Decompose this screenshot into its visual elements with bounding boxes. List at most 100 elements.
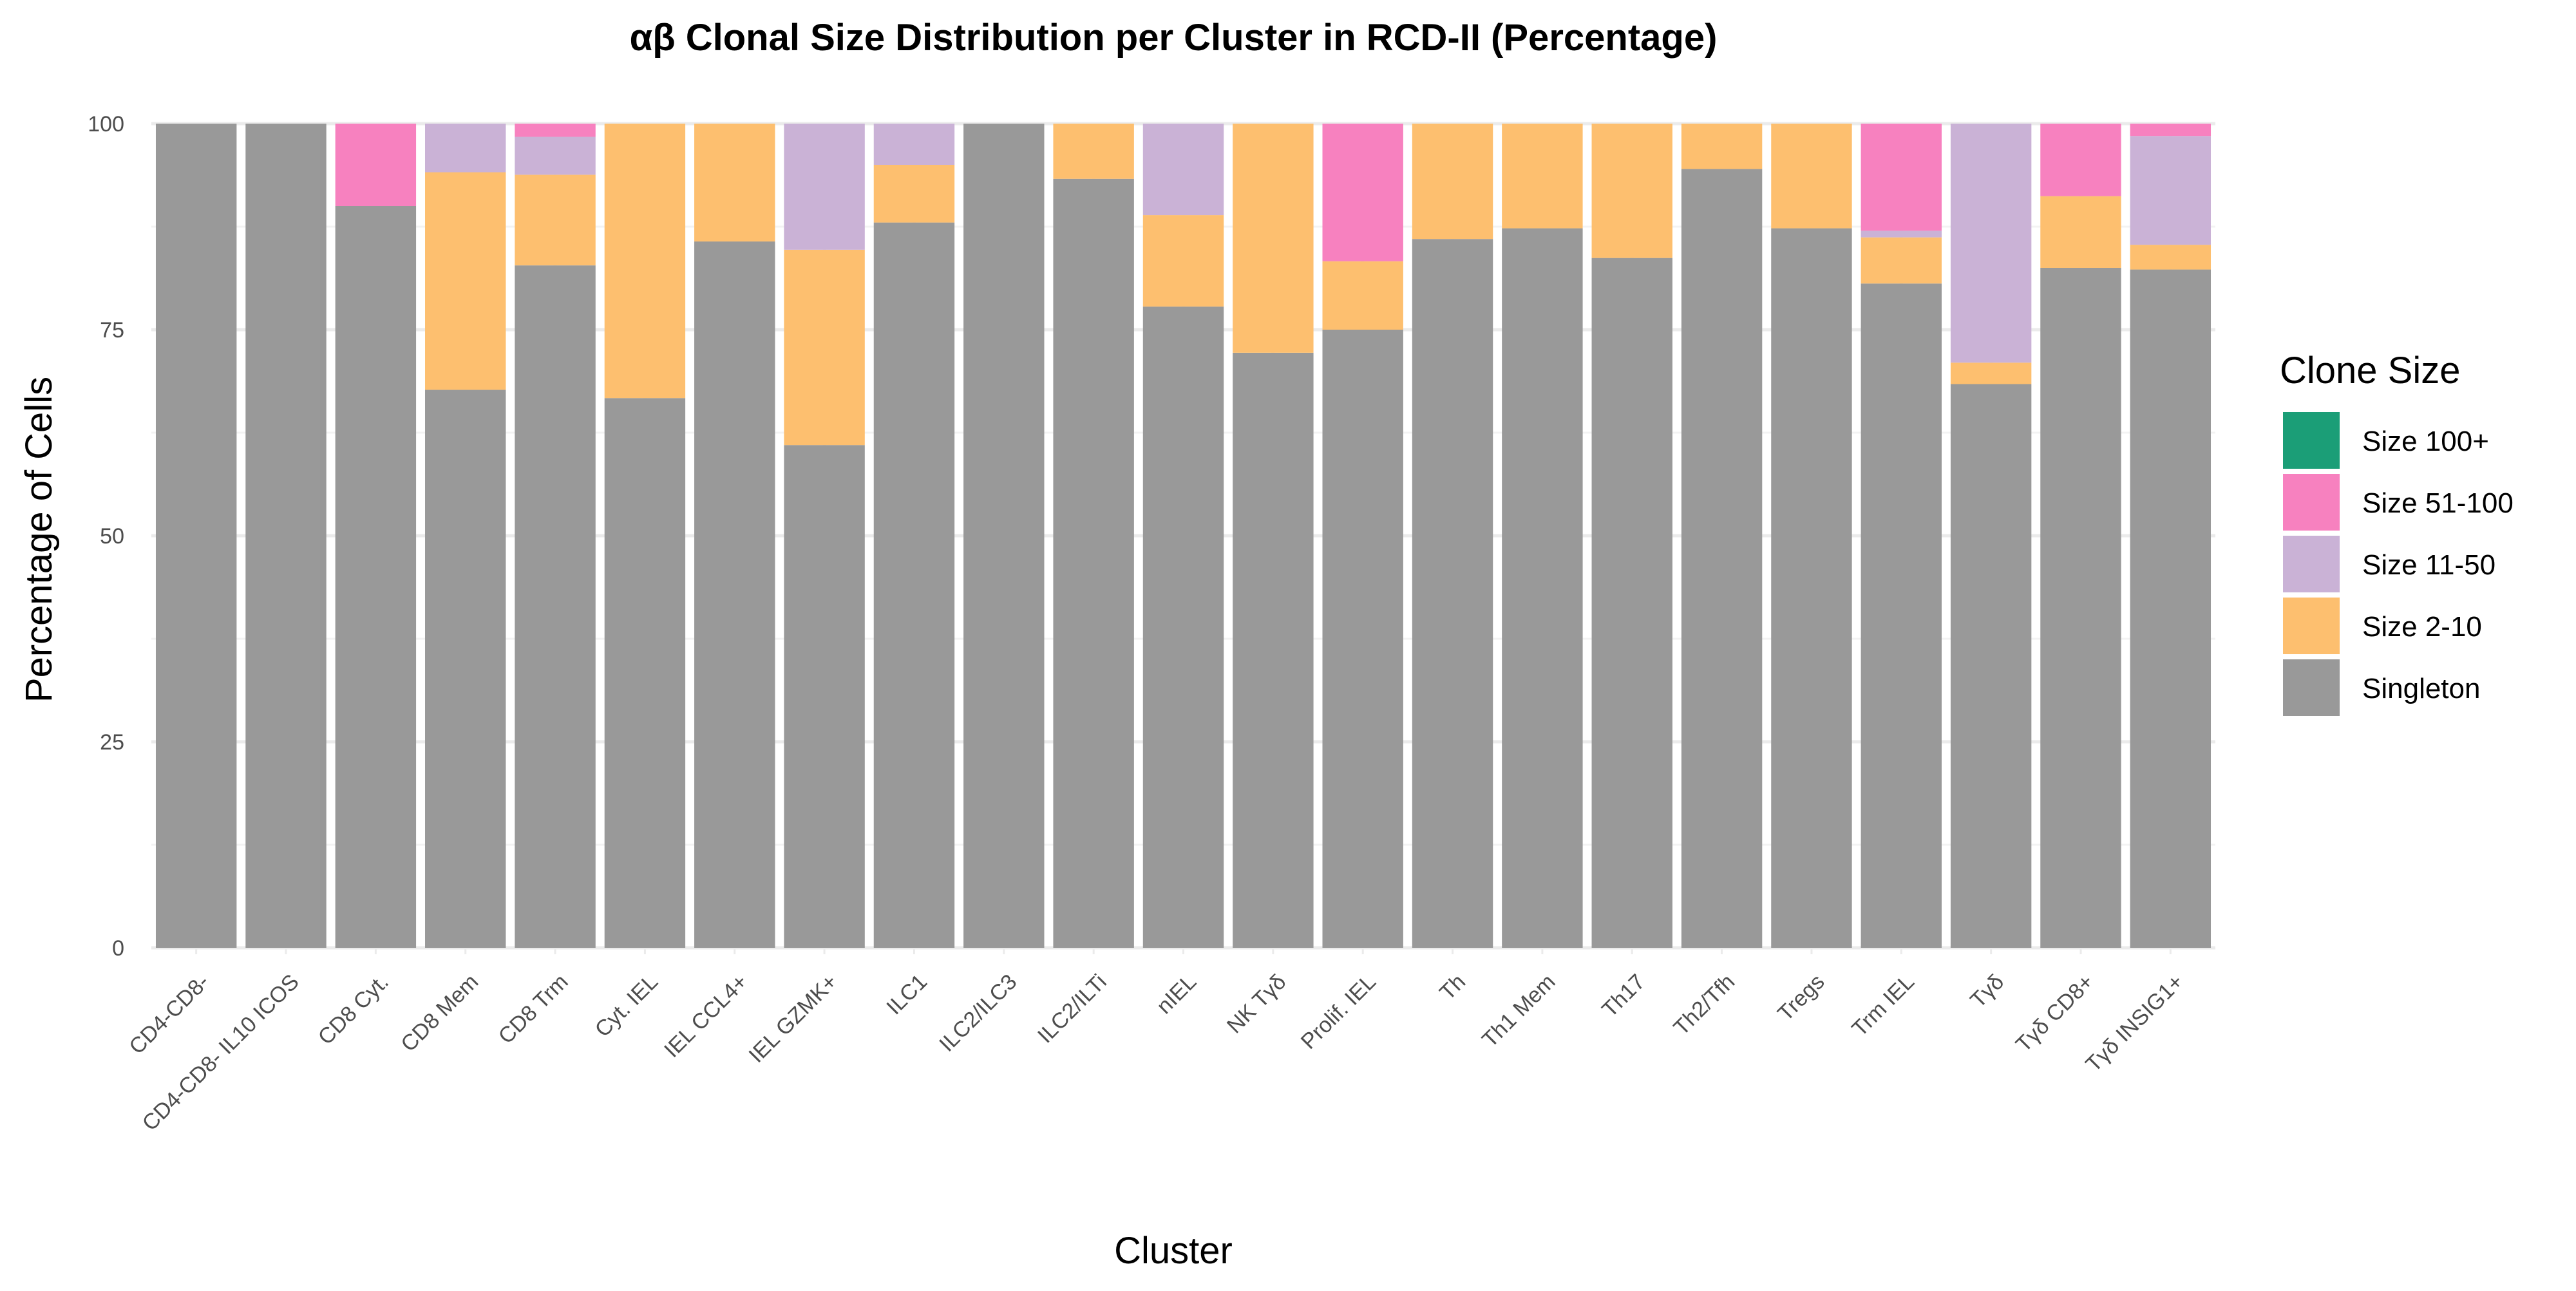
bar-segment-size-11-50: [873, 124, 955, 165]
x-tick-label: CD4-CD8- IL10 ICOS: [138, 970, 304, 1136]
bar-segment-singleton: [1142, 306, 1224, 948]
bar-segment-singleton: [784, 445, 865, 948]
y-tick-label: 75: [100, 318, 124, 343]
bar-segment-size-2-10: [1861, 237, 1942, 284]
x-tick-label: IEL CCL4+: [659, 970, 752, 1062]
bar-segment-singleton: [155, 124, 237, 948]
bar-segment-size-11-50: [1861, 231, 1942, 238]
x-tick-label: nIEL: [1152, 970, 1201, 1019]
x-tick-label: Cyt. IEL: [591, 970, 663, 1042]
bar-segment-size-11-50: [1950, 124, 2032, 363]
bar-segment-size-2-10: [784, 249, 865, 446]
x-tick-label: Th2/Tfh: [1669, 970, 1740, 1041]
x-tick-label: ILC2/ILTi: [1033, 970, 1112, 1048]
bar-segment-size-11-50: [425, 124, 506, 173]
bar-segment-size-2-10: [515, 174, 596, 266]
x-tick-label: ILC2/ILC3: [934, 970, 1021, 1057]
x-tick-label: Tγδ: [1965, 970, 2009, 1013]
bar-segment-size-11-50: [515, 137, 596, 175]
bar-segment-size-2-10: [1142, 215, 1224, 307]
x-axis-title: Cluster: [1114, 1230, 1233, 1272]
bars: [155, 124, 2211, 948]
y-axis-ticks: 0 25 50 75 100: [88, 112, 124, 961]
x-tick-label: Tregs: [1773, 970, 1829, 1026]
legend-items: Size 100+ Size 51-100 Size 11-50 Size 2-10 S…: [2283, 412, 2514, 716]
y-tick-label: 25: [100, 730, 124, 755]
bar-segment-singleton: [1950, 384, 2032, 948]
bar-segment-singleton: [1681, 169, 1763, 948]
x-tick-label: Prolif. IEL: [1296, 970, 1381, 1054]
legend-label: Size 11-50: [2362, 549, 2496, 581]
bar-segment-singleton: [1591, 258, 1672, 948]
bar-segment-size-2-10: [1950, 363, 2032, 384]
bar-segment-singleton: [2130, 269, 2211, 948]
bar-segment-size-51-100: [515, 124, 596, 137]
bar-segment-size-11-50: [2130, 136, 2211, 245]
bar-segment-singleton: [1771, 228, 1852, 948]
y-tick-label: 0: [112, 936, 124, 961]
bar-segment-singleton: [1412, 239, 1493, 948]
bar-segment-singleton: [963, 124, 1045, 948]
x-tick-label: CD8 Mem: [396, 970, 483, 1057]
bar-segment-size-11-50: [784, 124, 865, 250]
bar-segment-size-51-100: [1861, 124, 1942, 231]
bar-segment-size-2-10: [1322, 261, 1403, 330]
bar-segment-size-2-10: [873, 165, 955, 223]
legend-swatch: [2283, 598, 2340, 654]
bar-segment-singleton: [425, 390, 506, 948]
x-axis-ticks: CD4-CD8-CD4-CD8- IL10 ICOS CD8 Cyt. CD8 Me…: [124, 948, 2188, 1136]
bar-segment-singleton: [1861, 283, 1942, 948]
bar-segment-singleton: [1053, 178, 1134, 948]
bar-segment-size-51-100: [2040, 124, 2121, 196]
x-tick-label: Th17: [1597, 970, 1650, 1022]
x-tick-label: Th1 Mem: [1477, 970, 1560, 1052]
legend-swatch: [2283, 474, 2340, 531]
bar-segment-size-2-10: [425, 172, 506, 390]
bar-segment-size-2-10: [1681, 124, 1763, 169]
bar-segment-singleton: [1322, 330, 1403, 948]
legend: Clone Size Size 100+ Size 51-100 Size 11-5…: [2280, 350, 2514, 716]
bar-segment-singleton: [245, 124, 327, 948]
x-tick-label: CD4-CD8-: [124, 970, 214, 1059]
x-tick-label: Trm IEL: [1847, 970, 1918, 1041]
x-tick-label: ILC1: [882, 970, 932, 1020]
bar-segment-singleton: [604, 398, 686, 948]
bar-segment-singleton: [335, 206, 417, 948]
legend-label: Size 51-100: [2362, 487, 2514, 519]
y-tick-label: 50: [100, 524, 124, 549]
bar-segment-singleton: [1502, 228, 1583, 948]
bar-segment-size-2-10: [2040, 196, 2121, 268]
bar-segment-size-2-10: [1502, 124, 1583, 229]
bar-segment-singleton: [873, 222, 955, 948]
bar-segment-size-2-10: [2130, 245, 2211, 270]
x-tick-label: Tγδ CD8+: [2011, 970, 2099, 1057]
bar-segment-singleton: [1233, 352, 1314, 948]
bar-segment-size-51-100: [1322, 124, 1403, 261]
y-axis-title: Percentage of Cells: [18, 377, 60, 702]
bar-segment-singleton: [2040, 268, 2121, 948]
legend-swatch: [2283, 659, 2340, 716]
bar-segment-size-2-10: [1053, 124, 1134, 179]
bar-segment-size-51-100: [335, 124, 417, 206]
bar-segment-size-51-100: [2130, 124, 2211, 137]
bar-segment-size-2-10: [1412, 124, 1493, 240]
legend-label: Singleton: [2362, 673, 2480, 704]
bar-segment-size-2-10: [694, 124, 775, 242]
x-tick-label: IEL GZMK+: [744, 970, 842, 1068]
legend-swatch: [2283, 536, 2340, 592]
bar-segment-size-2-10: [1771, 124, 1852, 229]
legend-label: Size 100+: [2362, 426, 2489, 457]
legend-swatch: [2283, 412, 2340, 469]
bar-segment-size-11-50: [1142, 124, 1224, 216]
y-tick-label: 100: [88, 112, 124, 137]
legend-title: Clone Size: [2280, 350, 2460, 391]
bar-segment-singleton: [694, 241, 775, 948]
x-tick-label: Th: [1435, 970, 1470, 1005]
chart-title: αβ Clonal Size Distribution per Cluster …: [630, 17, 1718, 59]
x-tick-label: CD8 Cyt.: [314, 970, 393, 1050]
legend-label: Size 2-10: [2362, 611, 2482, 643]
x-tick-label: CD8 Trm: [494, 970, 573, 1049]
bar-segment-size-2-10: [1233, 124, 1314, 353]
